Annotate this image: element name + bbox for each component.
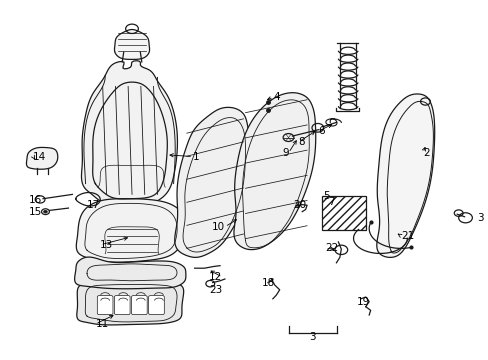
Polygon shape [174, 107, 249, 257]
Text: 10: 10 [211, 222, 224, 232]
Text: 2: 2 [422, 148, 429, 158]
Polygon shape [114, 30, 149, 59]
Circle shape [41, 209, 49, 215]
Polygon shape [26, 148, 58, 169]
Text: 9: 9 [281, 148, 288, 158]
Text: 15: 15 [28, 207, 41, 217]
Text: 23: 23 [209, 285, 222, 295]
Text: 18: 18 [261, 278, 274, 288]
Text: 4: 4 [273, 92, 280, 102]
Polygon shape [77, 281, 183, 325]
FancyBboxPatch shape [131, 296, 147, 315]
Text: 11: 11 [95, 319, 108, 329]
Text: 14: 14 [33, 152, 46, 162]
Text: 3: 3 [476, 213, 483, 223]
Text: 16: 16 [28, 195, 41, 205]
Text: 6: 6 [317, 126, 324, 136]
FancyBboxPatch shape [148, 296, 164, 315]
Polygon shape [376, 94, 434, 257]
Text: 5: 5 [322, 191, 329, 201]
Polygon shape [81, 61, 177, 206]
Text: 8: 8 [298, 137, 305, 147]
FancyBboxPatch shape [114, 296, 130, 315]
Text: 19: 19 [356, 297, 369, 307]
Polygon shape [76, 199, 185, 262]
Text: 3: 3 [309, 332, 316, 342]
Circle shape [43, 210, 47, 213]
Text: 13: 13 [100, 240, 113, 250]
Text: 12: 12 [209, 272, 222, 282]
Text: 21: 21 [400, 231, 413, 241]
Polygon shape [75, 257, 185, 289]
Text: 1: 1 [193, 152, 200, 162]
FancyBboxPatch shape [97, 296, 113, 315]
Text: 7: 7 [328, 197, 335, 207]
Polygon shape [233, 93, 315, 249]
Text: 20: 20 [293, 200, 306, 210]
Text: 22: 22 [325, 243, 338, 253]
Text: 17: 17 [87, 200, 100, 210]
